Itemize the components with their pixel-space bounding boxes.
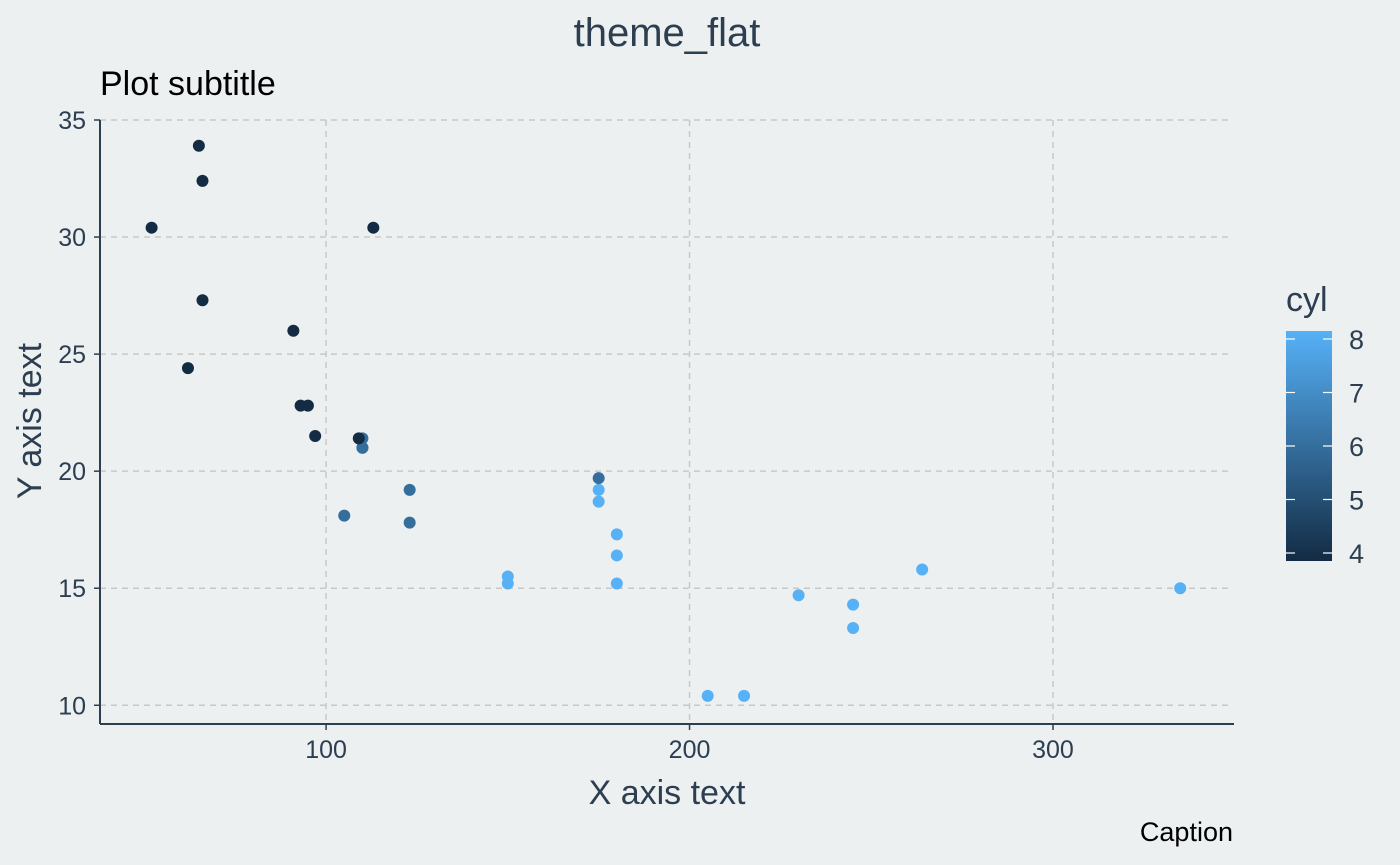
scatter-point <box>181 362 194 375</box>
scatter-point <box>196 294 209 307</box>
scatter-point <box>367 221 380 234</box>
legend-tick-label: 5 <box>1349 486 1364 516</box>
scatter-point <box>592 472 605 485</box>
x-tick-label: 100 <box>305 736 347 764</box>
chart-title: theme_flat <box>574 11 761 55</box>
tick-labels: 10 15 20 25 30 35 100 200 300 <box>58 107 1074 764</box>
scatter-point <box>592 483 605 496</box>
scatter-point <box>309 430 322 443</box>
x-tick-label: 300 <box>1032 736 1074 764</box>
chart-subtitle: Plot subtitle <box>100 65 276 103</box>
legend-tick-label: 4 <box>1349 539 1364 569</box>
legend-tick-label: 7 <box>1349 379 1364 409</box>
scatter-point <box>1174 582 1187 595</box>
y-tick-label: 30 <box>58 224 86 252</box>
scatter-point <box>338 509 351 522</box>
y-tick-label: 35 <box>58 107 86 135</box>
scatter-point <box>196 174 209 187</box>
scatter-point <box>592 495 605 508</box>
scatter-point <box>403 483 416 496</box>
x-tick-label: 200 <box>669 736 711 764</box>
y-tick-label: 10 <box>58 692 86 720</box>
y-tick-label: 25 <box>58 341 86 369</box>
scatter-point <box>847 598 860 611</box>
legend-title: cyl <box>1286 281 1328 319</box>
legend-ticks: 4 5 6 7 8 <box>1286 325 1364 569</box>
scatter-point <box>501 577 514 590</box>
scatter-point <box>916 563 929 576</box>
scatter-point <box>287 324 300 337</box>
legend-tick-label: 6 <box>1349 432 1364 462</box>
scatter-point <box>610 528 623 541</box>
scatter-point <box>403 516 416 529</box>
scatter-point <box>847 622 860 635</box>
scatter-point <box>352 432 365 445</box>
scatter-point <box>192 139 205 152</box>
scatter-point <box>738 689 751 702</box>
data-points <box>145 139 1187 702</box>
y-axis-label: Y axis text <box>11 342 49 499</box>
chart-caption: Caption <box>1140 817 1233 847</box>
color-legend: cyl 4 5 6 7 8 <box>1286 281 1364 569</box>
scatter-point <box>610 549 623 562</box>
scatter-point <box>145 221 158 234</box>
legend-tick-label: 8 <box>1349 325 1364 355</box>
y-tick-label: 20 <box>58 458 86 486</box>
scatter-point <box>610 577 623 590</box>
x-axis-label: X axis text <box>589 774 746 812</box>
axes <box>94 119 1234 730</box>
scatter-point <box>301 399 314 412</box>
scatter-point <box>792 589 805 602</box>
scatter-point <box>356 441 369 454</box>
scatter-point <box>701 689 714 702</box>
grid-lines <box>100 119 1229 724</box>
y-tick-label: 15 <box>58 575 86 603</box>
